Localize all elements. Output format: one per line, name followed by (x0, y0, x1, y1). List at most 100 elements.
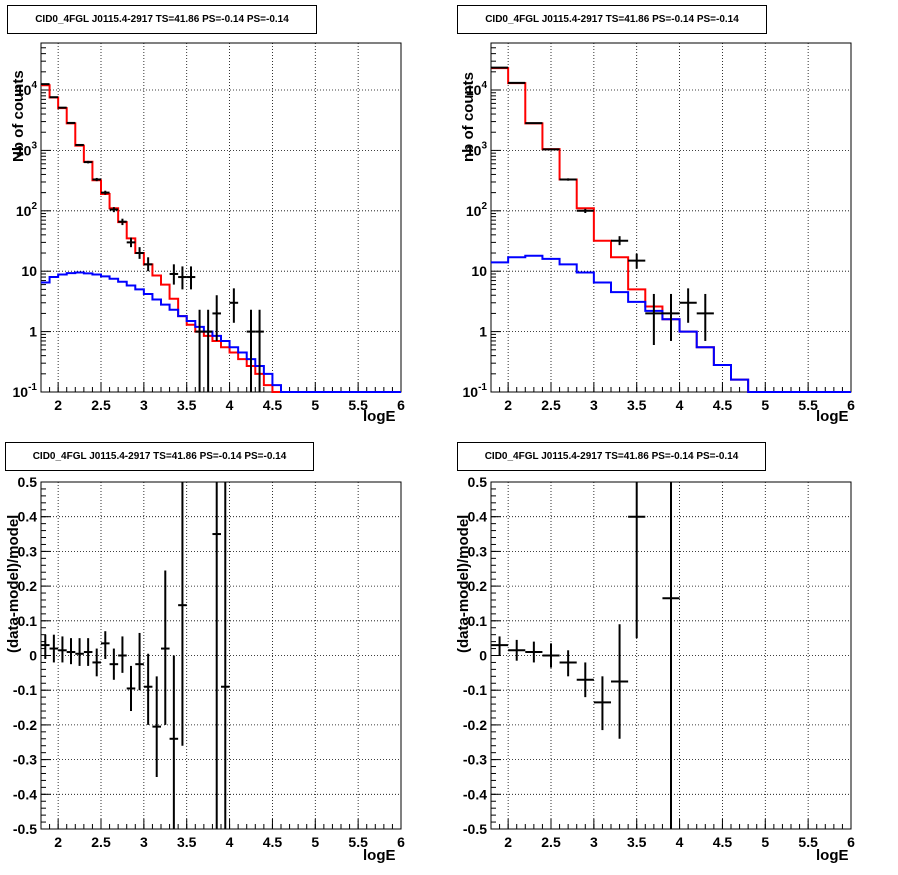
x-tick-label: 5.5 (348, 397, 368, 413)
data-point (195, 309, 204, 392)
data-point (143, 257, 153, 272)
y-tick-label: 10 (471, 263, 487, 279)
data-point (508, 639, 526, 661)
y-tick-label: 0.3 (468, 543, 488, 559)
y-tick-label: 102 (16, 201, 38, 219)
data-point (628, 482, 646, 639)
chart-panel-bottom-left: CID0_4FGL J0115.4-2917 TS=41.86 PS=-0.14… (0, 437, 449, 875)
x-tick-label: 3 (140, 397, 148, 413)
y-tick-label: 1 (29, 324, 37, 340)
histogram-series-line (41, 271, 401, 393)
x-tick-label: 4.5 (263, 397, 283, 413)
chart-plot-area: 2 2.5 3 3.5 4 4.5 5 5.5 6 -0.5 -0.4 -0.3 -0.2 -0.1 0 0.… (13, 474, 405, 850)
x-tick-label: 5 (311, 834, 319, 850)
data-point (178, 266, 187, 290)
x-tick-label: 5.5 (798, 397, 818, 413)
data-point (101, 190, 110, 195)
y-tick-label: 0.5 (468, 474, 488, 490)
data-point (92, 648, 101, 677)
y-tick-label: 102 (466, 201, 488, 219)
x-tick-label: 3 (590, 834, 598, 850)
x-axis-label: logE (816, 408, 849, 425)
y-tick-label: 104 (466, 80, 488, 98)
histogram-series-line (491, 67, 851, 393)
x-tick-label: 3.5 (177, 834, 197, 850)
y-tick-label: -0.5 (13, 821, 37, 837)
chart-title: CID0_4FGL J0115.4-2917 TS=41.86 PS=-0.14… (457, 5, 767, 34)
data-point (611, 236, 629, 246)
x-axis-label: logE (363, 847, 396, 864)
chart-plot-area: 2 2.5 3 3.5 4 4.5 5 5.5 6 -0.5 -0.4 -0.3 -0.2 -0.1 0 0.… (463, 474, 855, 850)
chart-plot-area: 2 2.5 3 3.5 4 4.5 5 5.5 6 10-1 1 10 102 103 104 (463, 42, 855, 413)
y-tick-label: 0 (29, 648, 37, 664)
x-tick-label: 2 (504, 397, 512, 413)
x-tick-label: 6 (397, 397, 405, 413)
data-point (628, 253, 646, 269)
data-point (679, 288, 697, 323)
y-tick-label: 103 (16, 140, 38, 158)
data-point (576, 208, 594, 213)
y-tick-label: -0.1 (13, 682, 37, 698)
data-point (92, 177, 101, 182)
data-point (662, 482, 680, 829)
y-tick-label: -0.2 (463, 717, 487, 733)
data-point (178, 482, 187, 746)
data-point (229, 288, 239, 323)
data-point (83, 638, 93, 666)
data-point (169, 264, 179, 285)
x-tick-label: 4 (676, 834, 684, 850)
x-tick-label: 5 (311, 397, 319, 413)
data-point (169, 655, 179, 829)
data-point (135, 247, 144, 259)
histogram-series-line (41, 84, 401, 393)
chart-panel-top-left: CID0_4FGL J0115.4-2917 TS=41.86 PS=-0.14… (0, 0, 449, 437)
x-tick-label: 3.5 (177, 397, 197, 413)
data-point (161, 570, 170, 725)
data-point (212, 295, 221, 341)
data-point (66, 121, 76, 124)
chart-title: CID0_4FGL J0115.4-2917 TS=41.86 PS=-0.14… (7, 5, 317, 34)
data-point (58, 106, 67, 109)
y-tick-label: 10 (21, 263, 37, 279)
data-point (58, 636, 67, 663)
x-tick-label: 4 (226, 397, 234, 413)
x-tick-label: 4.5 (263, 834, 283, 850)
x-axis-label: logE (816, 847, 849, 864)
data-point (109, 648, 119, 680)
y-tick-label: 104 (16, 80, 38, 98)
y-tick-label: 0.5 (18, 474, 38, 490)
y-tick-label: -0.3 (463, 752, 487, 768)
data-point (186, 266, 196, 290)
x-tick-label: 4 (676, 397, 684, 413)
y-tick-label: 0.4 (468, 509, 488, 525)
y-tick-label: 0.2 (18, 578, 38, 594)
data-point (75, 638, 84, 666)
x-tick-label: 2 (54, 397, 62, 413)
data-point (525, 641, 543, 663)
y-tick-label: 0.3 (18, 543, 38, 559)
data-point (152, 676, 161, 777)
x-tick-label: 4 (226, 834, 234, 850)
data-point (662, 293, 680, 341)
y-axis-label: nb of counts (460, 72, 477, 162)
x-axis-label: logE (363, 408, 396, 425)
data-point (101, 631, 110, 659)
chart-title: CID0_4FGL J0115.4-2917 TS=41.86 PS=-0.14… (457, 442, 766, 471)
chart-plot-area: 2 2.5 3 3.5 4 4.5 5 5.5 6 10-1 1 10 102 103 104 (13, 42, 405, 413)
data-point (49, 634, 59, 663)
data-point (221, 482, 230, 829)
data-point (645, 293, 663, 345)
x-tick-label: 2 (54, 834, 62, 850)
x-tick-label: 2 (504, 834, 512, 850)
data-point (559, 178, 577, 181)
data-point (576, 662, 594, 698)
data-point (203, 309, 213, 392)
data-point (696, 293, 714, 341)
y-tick-label: 103 (466, 140, 488, 158)
y-tick-label: 0.1 (468, 613, 488, 629)
data-point (126, 237, 136, 248)
data-point (542, 643, 560, 668)
data-point (212, 482, 221, 829)
data-point (143, 653, 153, 725)
x-tick-label: 2.5 (541, 834, 561, 850)
